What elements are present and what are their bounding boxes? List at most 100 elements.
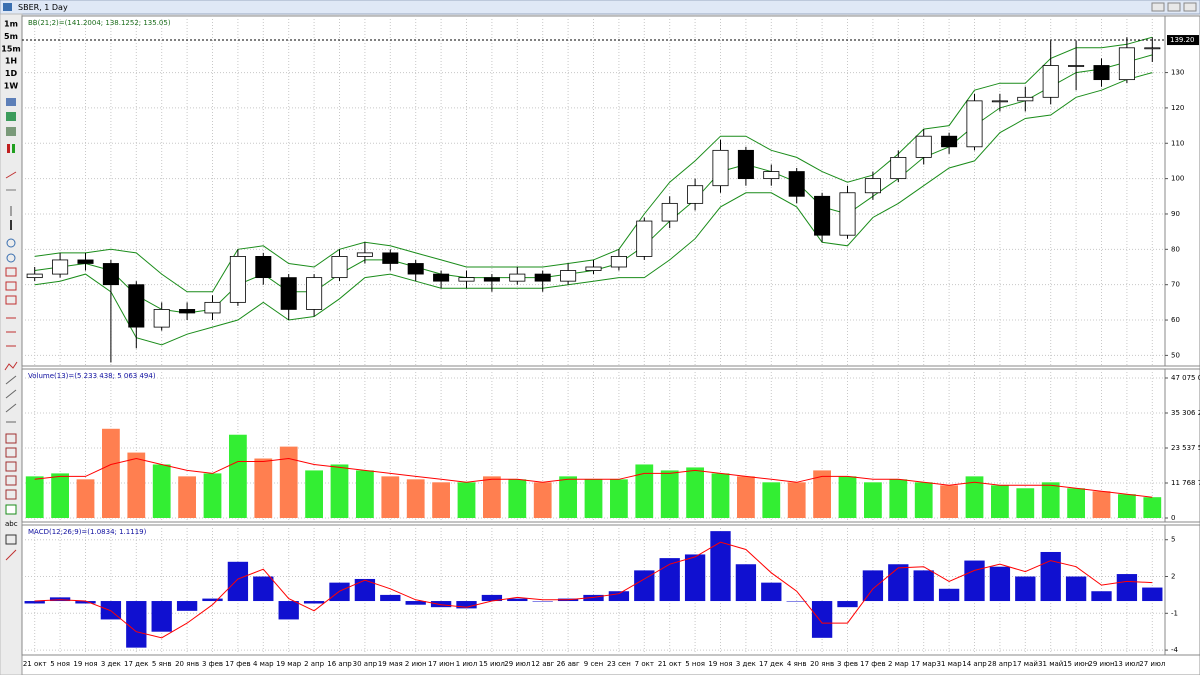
volume-bar	[584, 479, 603, 518]
x-tick-label: 3 дек	[101, 660, 121, 668]
macd-bar	[888, 564, 909, 602]
candle-body	[204, 301, 221, 314]
macd-bar	[75, 601, 96, 604]
timeframe-button[interactable]: 5m	[4, 32, 18, 41]
x-tick-label: 4 янв	[787, 660, 807, 668]
candle-body	[1093, 65, 1110, 81]
y-tick-label: 2	[1171, 573, 1175, 581]
macd-bar	[430, 601, 452, 608]
candle-body	[814, 195, 831, 236]
candle-body	[661, 202, 678, 222]
volume-bar	[940, 485, 958, 518]
tool-icon[interactable]	[5, 461, 17, 472]
volume-bar	[76, 479, 95, 518]
tool-icon[interactable]	[4, 361, 18, 371]
candle-body	[1017, 96, 1034, 102]
x-tick-label: 5 ноя	[685, 660, 705, 668]
tool-icon[interactable]	[12, 144, 15, 153]
x-tick-label: 1 июл	[456, 660, 478, 668]
x-tick-label: 12 авг	[531, 660, 555, 668]
tool-icon[interactable]	[7, 144, 10, 153]
timeframe-button[interactable]: 1m	[4, 20, 18, 29]
maximize-button[interactable]	[1167, 2, 1181, 12]
volume-bar	[914, 482, 933, 518]
panel-frame	[21, 368, 1200, 523]
y-tick-label: 90	[1171, 210, 1180, 218]
x-tick-label: 4 мар	[253, 660, 274, 668]
macd-bar	[278, 601, 299, 620]
candle-body	[331, 256, 348, 279]
panel-frame	[21, 524, 1200, 656]
x-tick-label: 17 май	[1013, 660, 1038, 668]
macd-bar	[684, 554, 706, 602]
volume-bar	[965, 476, 984, 518]
tool-icon[interactable]	[5, 534, 17, 545]
x-tick-label: 21 окт	[658, 660, 682, 668]
candle-body	[407, 263, 424, 275]
tool-icon[interactable]	[5, 403, 17, 413]
macd-bar	[532, 601, 553, 602]
candle-body	[534, 273, 551, 282]
tool-icon[interactable]	[5, 389, 17, 399]
volume-bar	[457, 482, 476, 518]
volume-bar	[559, 476, 577, 518]
y-tick-label: 70	[1171, 281, 1180, 289]
minimize-button[interactable]	[1151, 2, 1165, 12]
text-tool[interactable]: abc	[5, 520, 18, 528]
candle-body	[280, 277, 297, 310]
macd-bar	[1142, 587, 1163, 602]
tool-icon[interactable]	[5, 504, 17, 515]
tool-icon[interactable]	[6, 253, 16, 263]
tool-icon[interactable]	[6, 112, 16, 121]
volume-bar	[25, 476, 44, 518]
macd-bar	[253, 576, 274, 602]
macd-bar	[837, 601, 858, 608]
tool-icon[interactable]	[5, 549, 17, 561]
candle-body	[179, 309, 196, 314]
candle-body	[890, 157, 907, 180]
tool-icon[interactable]	[5, 375, 17, 385]
volume-bar	[686, 467, 704, 518]
candle-body	[839, 192, 856, 236]
timeframe-button[interactable]: 1W	[4, 82, 19, 91]
y-tick-label: 11 768 762	[1171, 479, 1200, 487]
x-tick-label: 3 дек	[736, 660, 756, 668]
x-tick-label: 19 ноя	[73, 660, 97, 668]
tool-icon[interactable]	[5, 489, 17, 500]
macd-bar	[608, 591, 630, 602]
macd-bar	[938, 588, 960, 602]
x-tick-label: 14 апр	[962, 660, 987, 668]
tool-icon[interactable]	[6, 98, 16, 106]
y-tick-label: 50	[1171, 351, 1180, 359]
volume-bar	[838, 476, 857, 518]
tool-icon[interactable]	[5, 475, 17, 486]
tool-icon[interactable]	[5, 267, 17, 277]
tool-icon[interactable]	[6, 127, 16, 136]
x-tick-label: 29 июл	[504, 660, 530, 668]
window-title: SBER, 1 Day	[18, 3, 68, 12]
x-tick-label: 2 мар	[888, 660, 909, 668]
tool-icon[interactable]	[6, 238, 16, 248]
timeframe-button[interactable]: 1D	[5, 69, 18, 78]
volume-bar	[1092, 491, 1111, 518]
macd-bar	[811, 601, 833, 638]
volume-bar	[711, 473, 730, 518]
tool-icon[interactable]	[5, 433, 17, 444]
candle-body	[966, 100, 983, 148]
tool-icon[interactable]	[5, 281, 17, 291]
timeframe-button[interactable]: 15m	[1, 44, 20, 53]
timeframe-button[interactable]: 1H	[5, 57, 17, 66]
candle-body	[382, 252, 399, 264]
x-tick-label: 17 мар	[911, 660, 937, 668]
tool-icon[interactable]	[5, 447, 17, 458]
macd-bar	[1091, 591, 1112, 602]
macd-bar	[761, 582, 782, 602]
volume-bar	[152, 464, 171, 518]
candle-body	[255, 256, 272, 279]
close-button[interactable]	[1183, 2, 1197, 12]
tool-icon[interactable]	[5, 295, 17, 305]
macd-signal	[34, 541, 1153, 639]
x-tick-label: 17 дек	[124, 660, 149, 668]
panel-frame	[21, 15, 1200, 367]
tool-icon[interactable]	[5, 171, 17, 179]
